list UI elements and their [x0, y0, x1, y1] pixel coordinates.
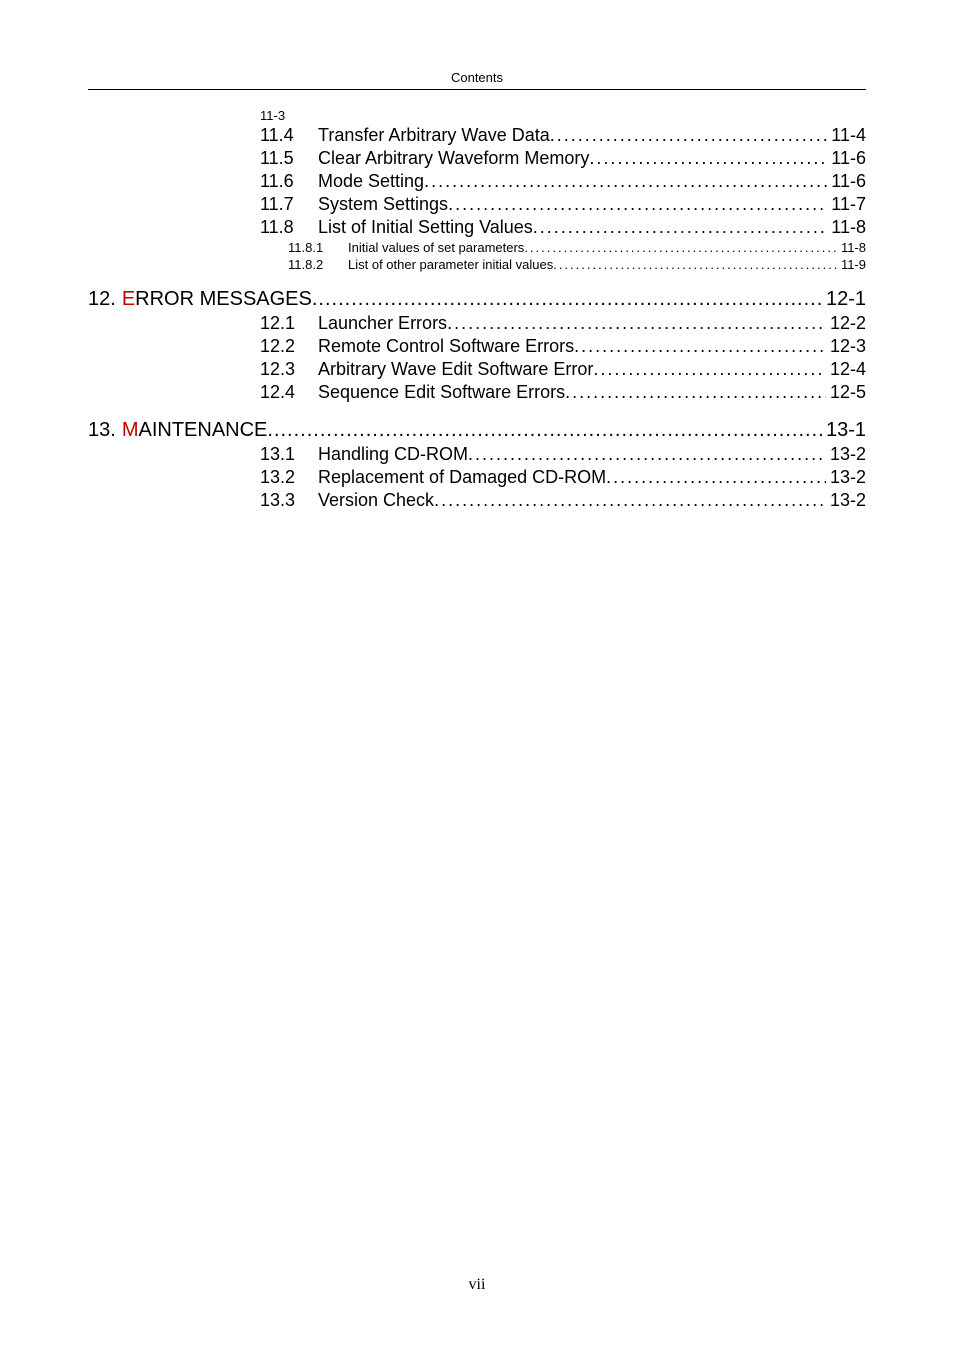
toc-leader	[434, 490, 826, 511]
toc-entry: 11.4Transfer Arbitrary Wave Data 11-4	[260, 125, 866, 146]
toc-entry: 12.1Launcher Errors 12-2	[260, 313, 866, 334]
toc-entry: 11.8.2List of other parameter initial va…	[288, 257, 866, 272]
toc-entry: 11.6Mode Setting 11-6	[260, 171, 866, 192]
toc-leader	[468, 444, 826, 465]
toc-page-ref: 11-6	[827, 148, 866, 169]
toc-number: 12.2	[260, 336, 318, 357]
toc-leader	[533, 217, 828, 238]
toc-entry: 11.8List of Initial Setting Values 11-8	[260, 217, 866, 238]
toc-title: MAINTENANCE	[122, 419, 268, 442]
toc-leader	[424, 171, 827, 192]
toc-page-ref: 11-6	[827, 171, 866, 192]
toc-title: Mode Setting	[318, 171, 424, 192]
toc-title: Initial values of set parameters	[348, 240, 524, 255]
toc-number: 11.6	[260, 171, 318, 192]
toc-title: Sequence Edit Software Errors	[318, 382, 565, 403]
toc-number: 12.4	[260, 382, 318, 403]
toc-title: Handling CD-ROM	[318, 444, 468, 465]
toc-number: 11.4	[260, 125, 318, 146]
toc-leader	[553, 257, 837, 272]
header-rule	[88, 89, 866, 90]
toc-title: List of other parameter initial values	[348, 257, 553, 272]
toc-number: 11.8.2	[288, 257, 348, 272]
toc-title: Transfer Arbitrary Wave Data	[318, 125, 550, 146]
toc-entry: 13. MAINTENANCE 13-1	[88, 419, 866, 442]
toc-page-ref: 12-4	[826, 359, 866, 380]
toc-leader	[312, 288, 822, 311]
toc-number: 11.7	[260, 194, 318, 215]
toc-entry: 12.2Remote Control Software Errors 12-3	[260, 336, 866, 357]
toc-title: ERROR MESSAGES	[122, 288, 312, 311]
toc-page-ref: 13-2	[826, 490, 866, 511]
toc-page-ref: 13-2	[826, 467, 866, 488]
toc-page-ref: 11-4	[827, 125, 866, 146]
toc-number: 12.1	[260, 313, 318, 334]
toc-leader	[606, 467, 826, 488]
toc-title-rest: AINTENANCE	[138, 419, 267, 441]
toc-entry: 13.1Handling CD-ROM 13-2	[260, 444, 866, 465]
toc-leader	[267, 419, 822, 442]
toc-title: System Settings	[318, 194, 448, 215]
toc-number: 12.3	[260, 359, 318, 380]
toc-title: Launcher Errors	[318, 313, 447, 334]
toc-page-ref: 12-2	[826, 313, 866, 334]
toc-entry: 11-3	[260, 108, 866, 123]
table-of-contents: 11-3 11.4Transfer Arbitrary Wave Data 11-…	[88, 108, 866, 511]
toc-title: Replacement of Damaged CD-ROM	[318, 467, 606, 488]
toc-leader	[574, 336, 826, 357]
page-header: Contents	[88, 70, 866, 85]
toc-page-ref: 12-3	[826, 336, 866, 357]
toc-leader	[524, 240, 837, 255]
toc-number: 13.3	[260, 490, 318, 511]
toc-title-first-letter: E	[122, 288, 135, 310]
toc-title: Clear Arbitrary Waveform Memory	[318, 148, 589, 169]
page-number: vii	[0, 1276, 954, 1294]
toc-number: 12.	[88, 288, 116, 311]
toc-number: 11.8.1	[288, 240, 348, 255]
toc-number: 11.5	[260, 148, 318, 169]
toc-title: Remote Control Software Errors	[318, 336, 574, 357]
toc-page-ref: 13-1	[822, 419, 866, 442]
toc-leader	[448, 194, 827, 215]
toc-title: List of Initial Setting Values	[318, 217, 533, 238]
toc-entry: 13.2Replacement of Damaged CD-ROM 13-2	[260, 467, 866, 488]
toc-page-ref: 11-8	[827, 217, 866, 238]
toc-number: 11.8	[260, 217, 318, 238]
toc-title: Arbitrary Wave Edit Software Error	[318, 359, 593, 380]
toc-number: 13.	[88, 419, 116, 442]
toc-entry: 13.3Version Check 13-2	[260, 490, 866, 511]
toc-page-ref: 12-5	[826, 382, 866, 403]
toc-leader	[593, 359, 826, 380]
toc-leader	[550, 125, 828, 146]
toc-leader	[565, 382, 826, 403]
toc-page-ref: 13-2	[826, 444, 866, 465]
toc-number: 13.1	[260, 444, 318, 465]
toc-entry: 12. ERROR MESSAGES 12-1	[88, 288, 866, 311]
toc-entry: 12.4Sequence Edit Software Errors 12-5	[260, 382, 866, 403]
toc-page-ref: 11-8	[837, 240, 866, 255]
toc-leader	[447, 313, 826, 334]
toc-number: 13.2	[260, 467, 318, 488]
toc-page-ref: 11-7	[827, 194, 866, 215]
toc-entry: 12.3Arbitrary Wave Edit Software Error 1…	[260, 359, 866, 380]
toc-page-ref: 12-1	[822, 288, 866, 311]
toc-title-rest: RROR MESSAGES	[135, 288, 312, 310]
toc-title: Version Check	[318, 490, 434, 511]
toc-entry: 11.8.1Initial values of set parameters 1…	[288, 240, 866, 255]
toc-page-ref: 11-9	[837, 257, 866, 272]
toc-number: 11-3	[260, 108, 285, 123]
toc-entry: 11.7System Settings 11-7	[260, 194, 866, 215]
toc-entry: 11.5Clear Arbitrary Waveform Memory 11-6	[260, 148, 866, 169]
toc-leader	[589, 148, 827, 169]
toc-title-first-letter: M	[122, 419, 139, 441]
